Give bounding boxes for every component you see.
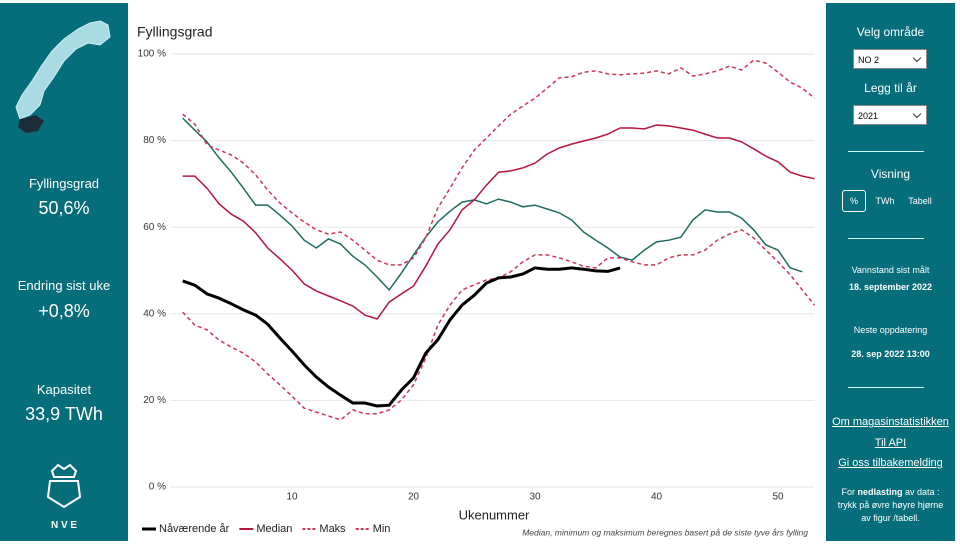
legend-label: Nåværende år: [159, 523, 230, 535]
left-panel: Fyllingsgrad 50,6% Endring sist uke +0,8…: [0, 3, 128, 541]
link[interactable]: Om magasinstatistikken: [832, 416, 949, 428]
kpi-label: Fyllingsgrad: [28, 176, 100, 191]
y-tick-label: 100 %: [138, 49, 166, 60]
link[interactable]: Til API: [874, 437, 907, 449]
y-tick-label: 0 %: [149, 482, 166, 493]
series-line: [182, 228, 816, 421]
download-note: For nedlasting av data : trykk på øvre h…: [836, 486, 945, 525]
y-tick-label: 40 %: [143, 308, 166, 319]
y-tick-label: 20 %: [143, 395, 166, 406]
y-tick-label: 80 %: [143, 135, 166, 146]
chart: Fyllingsgrad Ukenummer Median, minimum o…: [137, 24, 816, 537]
right-panel: Velg område NO 2 Legg til år 2021 Visnin…: [826, 3, 955, 541]
text: av data : trykk på øvre høyre hjørne av …: [837, 487, 944, 523]
separator: [848, 151, 924, 152]
series-line: [182, 59, 815, 266]
label: Vannstand sist målt: [851, 265, 930, 275]
legend-label: Median: [256, 523, 292, 535]
legend-label: Maks: [319, 523, 346, 535]
toggle-button[interactable]: Tabell: [908, 196, 932, 206]
logo-text: N V E: [50, 520, 78, 531]
x-tick-label: 40: [651, 492, 663, 503]
legend-label: Min: [373, 523, 391, 535]
map: [15, 20, 111, 133]
text: For: [841, 487, 858, 497]
kpi-value: +0,8%: [38, 301, 90, 321]
separator: [848, 238, 924, 239]
x-tick-label: 20: [408, 492, 420, 503]
link[interactable]: Gi oss tilbakemelding: [838, 457, 943, 469]
label: Visning: [870, 167, 911, 181]
note: Median, minimum og maksimum beregnes bas…: [522, 527, 808, 537]
chart-title: Fyllingsgrad: [137, 24, 212, 40]
label: Velg område: [856, 25, 925, 39]
separator: [848, 387, 924, 388]
x-tick-label: 10: [286, 492, 298, 503]
logo: [46, 463, 82, 509]
series-line: [182, 124, 815, 320]
value: 18. september 2022: [848, 282, 933, 292]
series-line: [182, 117, 803, 292]
dropdown[interactable]: 2021: [853, 105, 927, 125]
x-tick-label: 30: [529, 492, 541, 503]
label: Neste oppdatering: [853, 325, 928, 335]
toggle-button[interactable]: TWh: [875, 196, 895, 206]
toggle-button[interactable]: %: [842, 190, 866, 212]
kpi-label: Kapasitet: [36, 382, 92, 397]
kpi-value: 33,9 TWh: [25, 404, 103, 424]
x-axis-label: Ukenummer: [459, 507, 530, 522]
y-tick-label: 60 %: [143, 222, 166, 233]
dropdown[interactable]: NO 2: [853, 49, 927, 69]
x-tick-label: 50: [772, 492, 784, 503]
kpi-label: Endring sist uke: [17, 278, 111, 293]
text: nedlasting: [857, 487, 903, 497]
kpi-value: 50,6%: [38, 198, 90, 218]
value: 28. sep 2022 13:00: [851, 349, 930, 359]
series-line: [182, 266, 621, 408]
label: Legg til år: [864, 81, 917, 95]
